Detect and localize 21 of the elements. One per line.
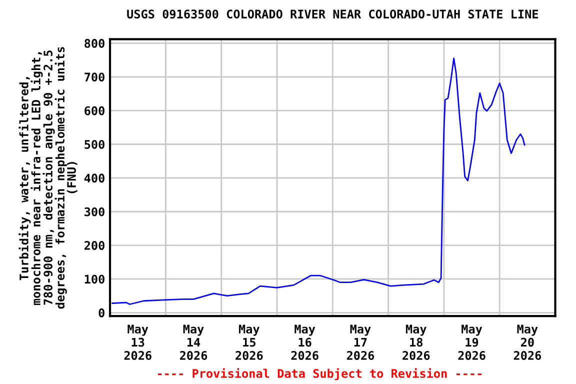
x-tick-label: May 15 2026 <box>236 324 263 360</box>
y-tick-label: 400 <box>84 174 104 183</box>
chart-title: USGS 09163500 COLORADO RIVER NEAR COLORADO-UTAH STATE LINE <box>127 10 538 19</box>
x-tick-label: May 14 2026 <box>180 324 208 360</box>
y-tick-label: 0 <box>98 308 104 318</box>
y-tick-label: 100 <box>84 274 104 284</box>
text: ---- Provisional Data Subject to Revision ---- <box>158 368 482 380</box>
y-axis-title: Turbidity, water, unfiltered, monochrome near infra-red LED light, 780-900 nm, detection angle 90 +-2.5 degrees, formazin nephelometric units (FNU) <box>18 47 78 309</box>
x-tick-label: May 18 2026 <box>402 324 430 360</box>
line-series <box>112 58 526 305</box>
y-tick-label: 300 <box>84 207 104 216</box>
y-tick-label: 600 <box>84 106 104 116</box>
x-tick-label: May 17 2026 <box>346 324 374 360</box>
x-tick-label: May 13 2026 <box>124 324 152 360</box>
x-tick-label: May 16 2026 <box>291 324 318 360</box>
y-tick-label: 200 <box>84 241 104 250</box>
x-tick-label: May 19 2026 <box>458 324 486 360</box>
y-tick-label: 800 <box>84 38 104 48</box>
y-tick-label: 700 <box>84 72 104 82</box>
x-tick-label: May 20 2026 <box>514 324 542 360</box>
y-tick-label: 500 <box>84 140 104 149</box>
